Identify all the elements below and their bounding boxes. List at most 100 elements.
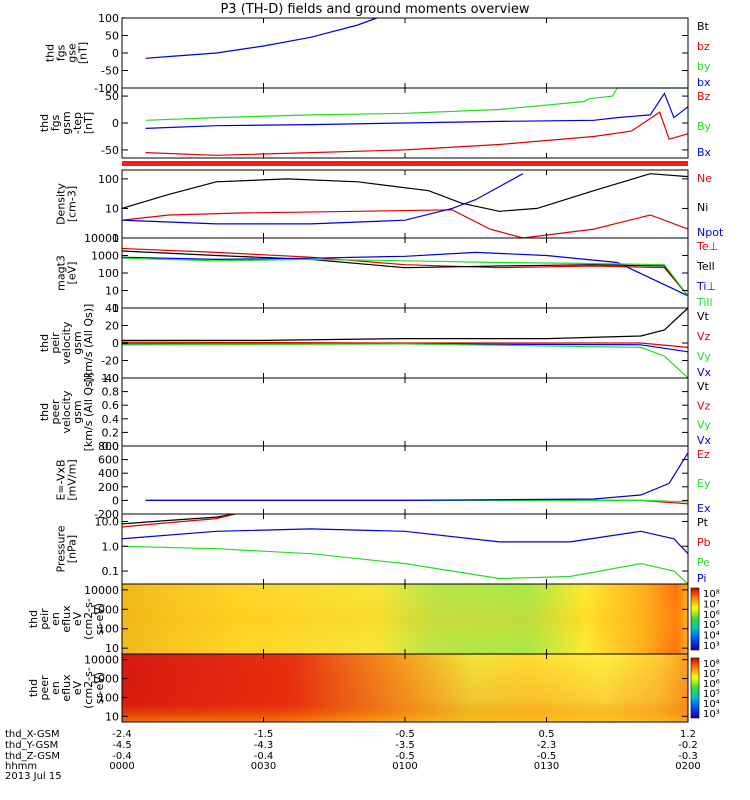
legend-entry: Pi <box>697 572 706 585</box>
x-row-value: 0200 <box>675 761 700 772</box>
y-axis-label: [km/s (All Qs)] <box>82 304 95 383</box>
y-tick-label: 0 <box>112 337 119 350</box>
panel-frame <box>121 445 689 515</box>
y-axis-label: [km/s (All Qs)] <box>82 373 95 452</box>
y-axis-label: eV <box>71 611 84 626</box>
y-axis-label: peir <box>49 332 62 354</box>
y-axis-label: [mV/m] <box>66 459 79 500</box>
y-tick-label: 0.6 <box>102 399 120 412</box>
series-line-blue <box>145 92 689 129</box>
x-row-value: 0130 <box>534 761 559 772</box>
series-line-green <box>145 87 688 121</box>
x-row-value: -4.3 <box>254 740 274 751</box>
series-line-red <box>121 341 689 348</box>
y-axis-label: gsm <box>60 111 73 134</box>
y-axis-label: en <box>49 681 62 695</box>
colorbar-label: 10⁴ <box>703 699 720 710</box>
legend-entry: bz <box>697 40 710 53</box>
y-axis-label: peer <box>38 675 51 701</box>
legend-entry: Ne <box>697 172 712 185</box>
legend-entry: Te⊥ <box>696 240 718 253</box>
y-axis-label: -tep <box>71 112 84 134</box>
y-tick-label: 100 <box>98 623 119 636</box>
x-row-value: 0.5 <box>539 729 555 740</box>
y-tick-label: 800 <box>98 440 119 453</box>
y-axis-label: thd <box>44 44 57 62</box>
x-row-value: -1.5 <box>254 729 274 740</box>
y-axis-label: [nT] <box>82 112 95 134</box>
y-axis-label: gse <box>66 43 79 63</box>
y-tick-label: 200 <box>98 481 119 494</box>
y-tick-label: 100 <box>98 173 119 186</box>
panel-density: 100 10 1 Density[cm-3] Ne Ni Npot <box>55 169 724 245</box>
colorbar-label: 10⁷ <box>703 599 720 610</box>
y-tick-label: 10000 <box>84 232 119 245</box>
y-tick-label: 0.4 <box>102 413 120 426</box>
y-tick-label: 400 <box>98 467 119 480</box>
series-line-green <box>121 343 689 379</box>
colorbar-label: 10⁴ <box>703 631 720 642</box>
legend-entry: Vy <box>697 350 711 363</box>
legend-entry: Ex <box>697 502 711 515</box>
series-line-green <box>121 257 689 297</box>
colorbar-label: 10³ <box>703 709 720 720</box>
y-tick-label: 600 <box>98 454 119 467</box>
x-row-value: -2.3 <box>537 740 557 751</box>
y-axis-label: [cm-3] <box>66 186 79 222</box>
y-tick-label: 0.1 <box>102 565 120 578</box>
y-tick-label: 10000 <box>84 654 119 667</box>
x-row-value: -0.5 <box>537 751 557 762</box>
panel-peer-eflux: 10⁸10⁷10⁶10⁵10⁴10³10000100010010thdpeere… <box>27 653 720 723</box>
y-axis-label: eflux <box>60 605 73 633</box>
legend-entry: Npot <box>697 226 724 239</box>
y-axis-label: peir <box>38 608 51 630</box>
legend-entry: Bt <box>697 20 710 33</box>
x-row-label: thd_Y-GSM <box>5 740 58 751</box>
legend-entry: by <box>697 60 711 73</box>
series-line-blue <box>121 528 689 555</box>
legend-entry: Vt <box>697 380 710 393</box>
legend-entry: Tell <box>696 260 715 273</box>
legend-entry: Pe <box>697 556 710 569</box>
y-axis-label: E=-VxB <box>55 459 68 500</box>
x-row-value: -3.5 <box>395 740 415 751</box>
y-axis-label: eflux <box>60 674 73 702</box>
panel-pressure: 10.0 1.0 0.1 Pressure[nPa] Pt Pb Pe Pi <box>55 513 711 585</box>
y-axis-label: thd <box>38 114 51 132</box>
legend-entry: Vz <box>697 399 711 412</box>
series-line-blue <box>121 173 524 225</box>
panel-peir-eflux: 10⁸10⁷10⁶10⁵10⁴10³10000100010010thdpeire… <box>27 583 720 655</box>
y-tick-label: 50 <box>105 30 119 43</box>
series-line-black <box>121 513 236 525</box>
legend-entry: By <box>697 120 712 133</box>
y-axis-label: fgs <box>49 114 62 131</box>
colorbar-label: 10⁸ <box>703 659 720 670</box>
x-row-value: -0.2 <box>678 740 698 751</box>
y-axis-label: velocity <box>60 321 73 364</box>
y-tick-label: -200 <box>94 508 119 521</box>
legend-entry: Vy <box>697 419 711 432</box>
panel-magt3: 10000 1000 100 10 1 magt3[eV] Te⊥ Tell Ti⊥ Till <box>55 232 719 315</box>
y-axis-label: eV <box>71 680 84 695</box>
colorbar-label: 10⁸ <box>703 589 720 600</box>
series-line-black <box>121 250 689 297</box>
x-row-label: thd_X-GSM <box>5 729 60 740</box>
y-tick-label: 100 <box>98 691 119 704</box>
colorbar-label: 10⁵ <box>703 620 720 631</box>
x-row-value: -4.5 <box>112 740 132 751</box>
y-axis-label: [eV] <box>66 262 79 285</box>
colorbar-label: 10⁵ <box>703 689 720 700</box>
series-line-red <box>121 209 689 239</box>
spectrogram-overlay <box>122 584 688 654</box>
y-axis-label: thd <box>27 610 40 628</box>
series-line-black <box>121 173 689 212</box>
x-row-value: -0.5 <box>395 729 415 740</box>
spectrogram-overlay <box>122 654 688 722</box>
y-tick-label: 20 <box>105 320 119 333</box>
y-tick-label: -20 <box>101 355 119 368</box>
y-tick-label: 1000 <box>91 603 119 616</box>
colorbar <box>690 657 700 719</box>
